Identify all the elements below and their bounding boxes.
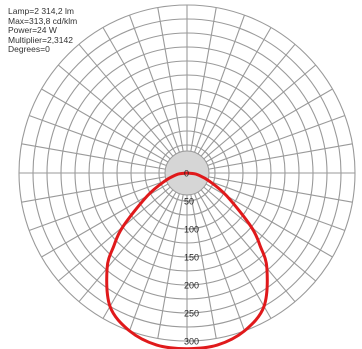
grid-ring-75	[144, 130, 230, 216]
grid-ring-275	[32, 18, 342, 328]
max-intensity-text: Max=313,8 cd/klm	[8, 15, 78, 26]
radial-tick-label-250: 250	[184, 309, 199, 319]
photometric-info: Lamp=2 314,2 lm Max=313,8 cd/klm Power=2…	[8, 6, 78, 55]
grid-ring-200	[74, 60, 300, 286]
grid-ring-175	[88, 74, 286, 272]
radial-tick-label-0: 0	[184, 169, 189, 179]
radial-tick-labels: 0 50 100 150 200 250 300	[184, 169, 199, 347]
radial-grid	[18, 4, 356, 342]
power-text: Power=24 W	[8, 25, 57, 36]
grid-ring-50	[158, 144, 216, 202]
degrees-text: Degrees=0	[8, 44, 50, 55]
grid-ring-150	[102, 88, 272, 258]
radial-tick-label-100: 100	[184, 225, 199, 235]
radial-tick-label-300: 300	[184, 337, 199, 347]
grid-ring-125	[116, 102, 258, 244]
grid-ring-300	[18, 4, 356, 342]
radial-tick-label-50: 50	[184, 197, 194, 207]
lamp-lumens-text: Lamp=2 314,2 lm	[8, 6, 74, 16]
grid-ring-250	[46, 32, 328, 314]
radial-tick-label-150: 150	[184, 253, 199, 263]
multiplier-text: Multiplier=2,3142	[8, 34, 73, 45]
grid-ring-100	[130, 116, 244, 230]
radial-tick-label-200: 200	[184, 281, 199, 291]
grid-ring-225	[60, 46, 314, 300]
